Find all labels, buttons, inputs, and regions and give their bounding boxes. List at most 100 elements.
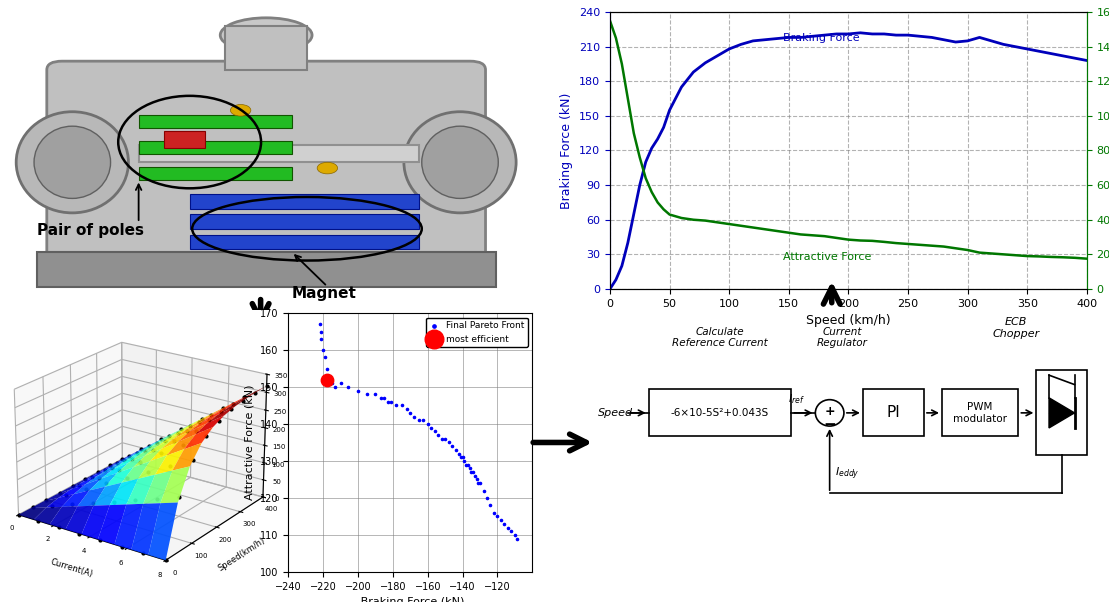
Ellipse shape: [34, 126, 111, 199]
Final Pareto Front: [318, 364, 336, 373]
Final Pareto Front: [316, 353, 334, 362]
Final Pareto Front: [326, 382, 344, 392]
Y-axis label: Speed(km/h): Speed(km/h): [216, 536, 266, 573]
Bar: [139, 114, 292, 128]
X-axis label: -Braking Force (kN): -Braking Force (kN): [357, 597, 464, 602]
Text: PWM
modulator: PWM modulator: [953, 402, 1007, 424]
Final Pareto Front: [419, 419, 437, 429]
Bar: [37, 252, 496, 287]
Final Pareto Front: [332, 379, 349, 388]
Text: Braking Force: Braking Force: [783, 33, 859, 43]
Text: Calculate
Reference Current: Calculate Reference Current: [672, 327, 767, 348]
Final Pareto Front: [429, 430, 447, 440]
Bar: [863, 389, 924, 436]
Final Pareto Front: [454, 453, 471, 462]
Final Pareto Front: [314, 345, 332, 355]
Bar: [190, 235, 419, 249]
Final Pareto Front: [496, 519, 513, 529]
Final Pareto Front: [462, 467, 480, 477]
Final Pareto Front: [311, 319, 328, 329]
Text: $I_{eddy}$: $I_{eddy}$: [835, 466, 859, 482]
Text: −: −: [823, 417, 836, 432]
Final Pareto Front: [468, 474, 486, 484]
Polygon shape: [1049, 398, 1075, 428]
Bar: [190, 194, 419, 208]
Circle shape: [815, 400, 844, 426]
Y-axis label: Braking Force (kN): Braking Force (kN): [560, 92, 573, 209]
Final Pareto Front: [423, 423, 440, 432]
Final Pareto Front: [358, 389, 376, 399]
Bar: [139, 167, 292, 179]
Final Pareto Front: [481, 500, 499, 510]
Bar: [139, 141, 292, 154]
Bar: [190, 214, 419, 229]
Text: Speed: Speed: [598, 408, 632, 418]
Final Pareto Front: [475, 486, 492, 495]
Final Pareto Front: [383, 397, 400, 406]
Ellipse shape: [421, 126, 498, 199]
Final Pareto Front: [313, 327, 330, 337]
Bar: [1036, 370, 1087, 455]
Final Pareto Front: [319, 371, 337, 380]
Final Pareto Front: [375, 393, 393, 403]
Final Pareto Front: [440, 438, 458, 447]
X-axis label: Speed (km/h): Speed (km/h): [806, 314, 891, 327]
Final Pareto Front: [460, 464, 478, 473]
Final Pareto Front: [506, 530, 523, 540]
Final Pareto Front: [456, 456, 474, 466]
Y-axis label: Attractive Force (kN): Attractive Force (kN): [245, 385, 255, 500]
Final Pareto Front: [372, 393, 389, 403]
Final Pareto Front: [414, 415, 431, 425]
Final Pareto Front: [379, 397, 397, 406]
Final Pareto Front: [465, 467, 482, 477]
Text: +: +: [824, 405, 835, 418]
Final Pareto Front: [338, 382, 356, 392]
Ellipse shape: [404, 112, 516, 213]
Final Pareto Front: [499, 523, 517, 532]
Final Pareto Front: [459, 460, 477, 470]
Legend: Final Pareto Front, most efficient: Final Pareto Front, most efficient: [426, 317, 528, 347]
Final Pareto Front: [508, 534, 526, 544]
Text: ECB
Chopper: ECB Chopper: [993, 317, 1039, 339]
Text: -6×10-5S²+0.043S: -6×10-5S²+0.043S: [671, 408, 769, 418]
Text: Attractive Force: Attractive Force: [783, 252, 872, 262]
Final Pareto Front: [457, 460, 475, 470]
Bar: [164, 131, 205, 148]
Final Pareto Front: [323, 379, 340, 388]
Bar: [139, 145, 419, 163]
Bar: [225, 26, 307, 70]
Final Pareto Front: [478, 493, 496, 503]
Bar: [942, 389, 1018, 436]
Text: Pair of poles: Pair of poles: [37, 223, 143, 238]
Final Pareto Front: [433, 434, 450, 444]
Final Pareto Front: [367, 389, 385, 399]
Text: Current
Regulator: Current Regulator: [817, 327, 868, 348]
Final Pareto Front: [410, 415, 428, 425]
Final Pareto Front: [466, 471, 484, 480]
Text: Magnet: Magnet: [292, 286, 356, 301]
Final Pareto Front: [492, 515, 510, 525]
X-axis label: Current(A): Current(A): [50, 557, 94, 579]
Final Pareto Front: [393, 401, 410, 411]
Ellipse shape: [231, 105, 251, 116]
Ellipse shape: [17, 112, 129, 213]
Final Pareto Front: [452, 453, 470, 462]
most efficient: [318, 375, 336, 385]
Final Pareto Front: [349, 386, 367, 396]
Final Pareto Front: [489, 512, 507, 521]
Final Pareto Front: [447, 445, 465, 455]
Final Pareto Front: [450, 448, 468, 458]
Final Pareto Front: [387, 401, 405, 411]
Ellipse shape: [317, 163, 337, 174]
Final Pareto Front: [405, 412, 423, 421]
Final Pareto Front: [469, 479, 487, 488]
Final Pareto Front: [436, 434, 454, 444]
Ellipse shape: [221, 18, 312, 52]
FancyBboxPatch shape: [47, 61, 486, 266]
Final Pareto Front: [502, 526, 520, 536]
Final Pareto Front: [398, 405, 416, 414]
Final Pareto Front: [426, 427, 444, 436]
Text: PI: PI: [886, 405, 901, 420]
Bar: [649, 389, 792, 436]
Text: $I_{ref}$: $I_{ref}$: [788, 392, 805, 406]
